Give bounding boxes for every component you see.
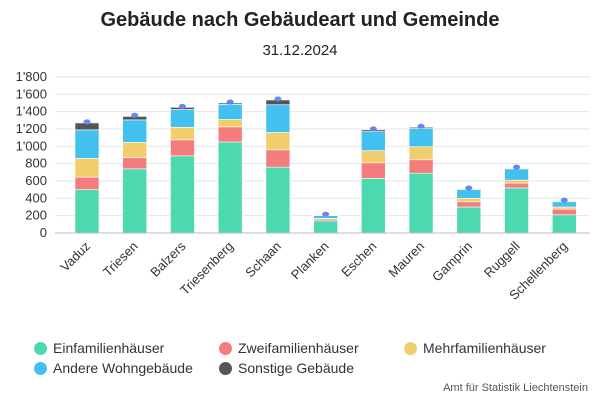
bar-top-marker [226,99,234,105]
bar-top-marker [369,126,377,132]
bar-segment [74,176,100,190]
x-tick-label: Balzers [147,238,189,280]
bar-segment [504,182,529,189]
bar-segment [74,129,100,159]
x-tick-label: Eschen [338,239,379,280]
bar-segment [217,119,243,128]
y-tick-label: 1'200 [16,121,47,136]
bar-segment [456,198,482,203]
x-tick-label: Gamprin [429,239,475,285]
bar-segment [456,206,482,234]
legend-item[interactable]: Einfamilienhäuser [34,340,164,356]
bar-segment [361,131,386,151]
x-tick-label: Planken [288,239,332,283]
y-tick-label: 400 [25,190,47,205]
bar-segment [456,201,482,208]
source-credit: Amt für Statistik Liechtenstein [443,382,588,394]
bar-segment [551,208,577,216]
y-tick-label: 0 [40,225,47,240]
bar-top-marker [274,96,282,102]
chart-title: Gebäude nach Gebäudeart und Gemeinde [100,9,500,31]
bar-segment [265,132,291,151]
bar-segment [504,187,529,234]
bar-top-marker [560,197,568,203]
bar-top-marker [83,119,91,125]
bar-segment [361,150,386,164]
y-tick-label: 1'600 [16,86,47,101]
bar-top-marker [178,103,186,109]
stacked-bar-chart: 0 200 400 600 800 1'000 1'200 1'400 1'600 1'800 Va… [16,69,590,303]
bar-segment [122,168,148,234]
legend-label: Andere Wohngebäude [53,360,193,376]
bar-segment [408,172,434,234]
legend-swatch [34,341,47,355]
bar-segment [456,189,482,199]
bar-segment [408,146,434,161]
bar-top-marker [322,211,330,217]
bar-top-marker [131,112,139,118]
legend-swatch [219,341,232,355]
bar-segment [361,162,386,179]
bar-segment [551,214,577,234]
legend-label: Zweifamilienhäuser [238,340,359,356]
legend-swatch [219,361,232,375]
bar-segment [504,179,529,184]
y-tick-label: 800 [25,156,47,171]
bar-segment [217,104,243,120]
bar-segment [265,149,291,168]
x-tick-label: Vaduz [57,239,93,275]
y-tick-label: 600 [25,173,47,188]
bar-top-marker [417,123,425,129]
y-tick-label: 1'800 [16,69,47,84]
x-tick-label: Triesen [100,239,141,280]
legend-item[interactable]: Mehrfamilienhäuser [404,340,546,356]
legend-item[interactable]: Sonstige Gebäude [219,360,354,376]
bar-segment [170,139,195,157]
legend-item[interactable]: Zweifamilienhäuser [219,340,359,356]
bar-segment [265,166,291,234]
legend-label: Einfamilienhäuser [53,340,165,356]
bar-segment [313,220,338,234]
legend-swatch [34,361,47,375]
x-tick-label: Mauren [385,239,427,281]
bar-segment [170,155,195,234]
chart-subtitle: 31.12.2024 [262,42,338,59]
bar-segment [122,119,148,143]
bar-segment [217,141,243,234]
bar-segment [74,158,100,178]
bar-segment [74,189,100,234]
bar-top-marker [513,164,521,170]
bar-segment [265,104,291,133]
legend-label: Mehrfamilienhäuser [423,340,546,356]
y-tick-label: 1'400 [16,104,47,119]
y-tick-label: 1'000 [16,138,47,153]
bar-top-marker [465,185,473,191]
bar-segment [122,142,148,158]
x-tick-label: Schaan [242,239,284,281]
legend-item[interactable]: Andere Wohngebäude [34,360,193,376]
bar-segment [122,157,148,170]
legend-swatch [404,341,417,355]
bar-segment [217,126,243,143]
bar-segment [504,168,529,181]
y-tick-label: 200 [25,208,47,223]
bar-segment [170,109,195,128]
bar-segment [551,206,577,210]
bar-segment [170,126,195,141]
bar-segment [408,159,434,174]
x-tick-label: Ruggell [481,238,523,280]
legend-label: Sonstige Gebäude [238,360,354,376]
bar-segment [408,128,434,148]
bar-segment [361,178,386,234]
